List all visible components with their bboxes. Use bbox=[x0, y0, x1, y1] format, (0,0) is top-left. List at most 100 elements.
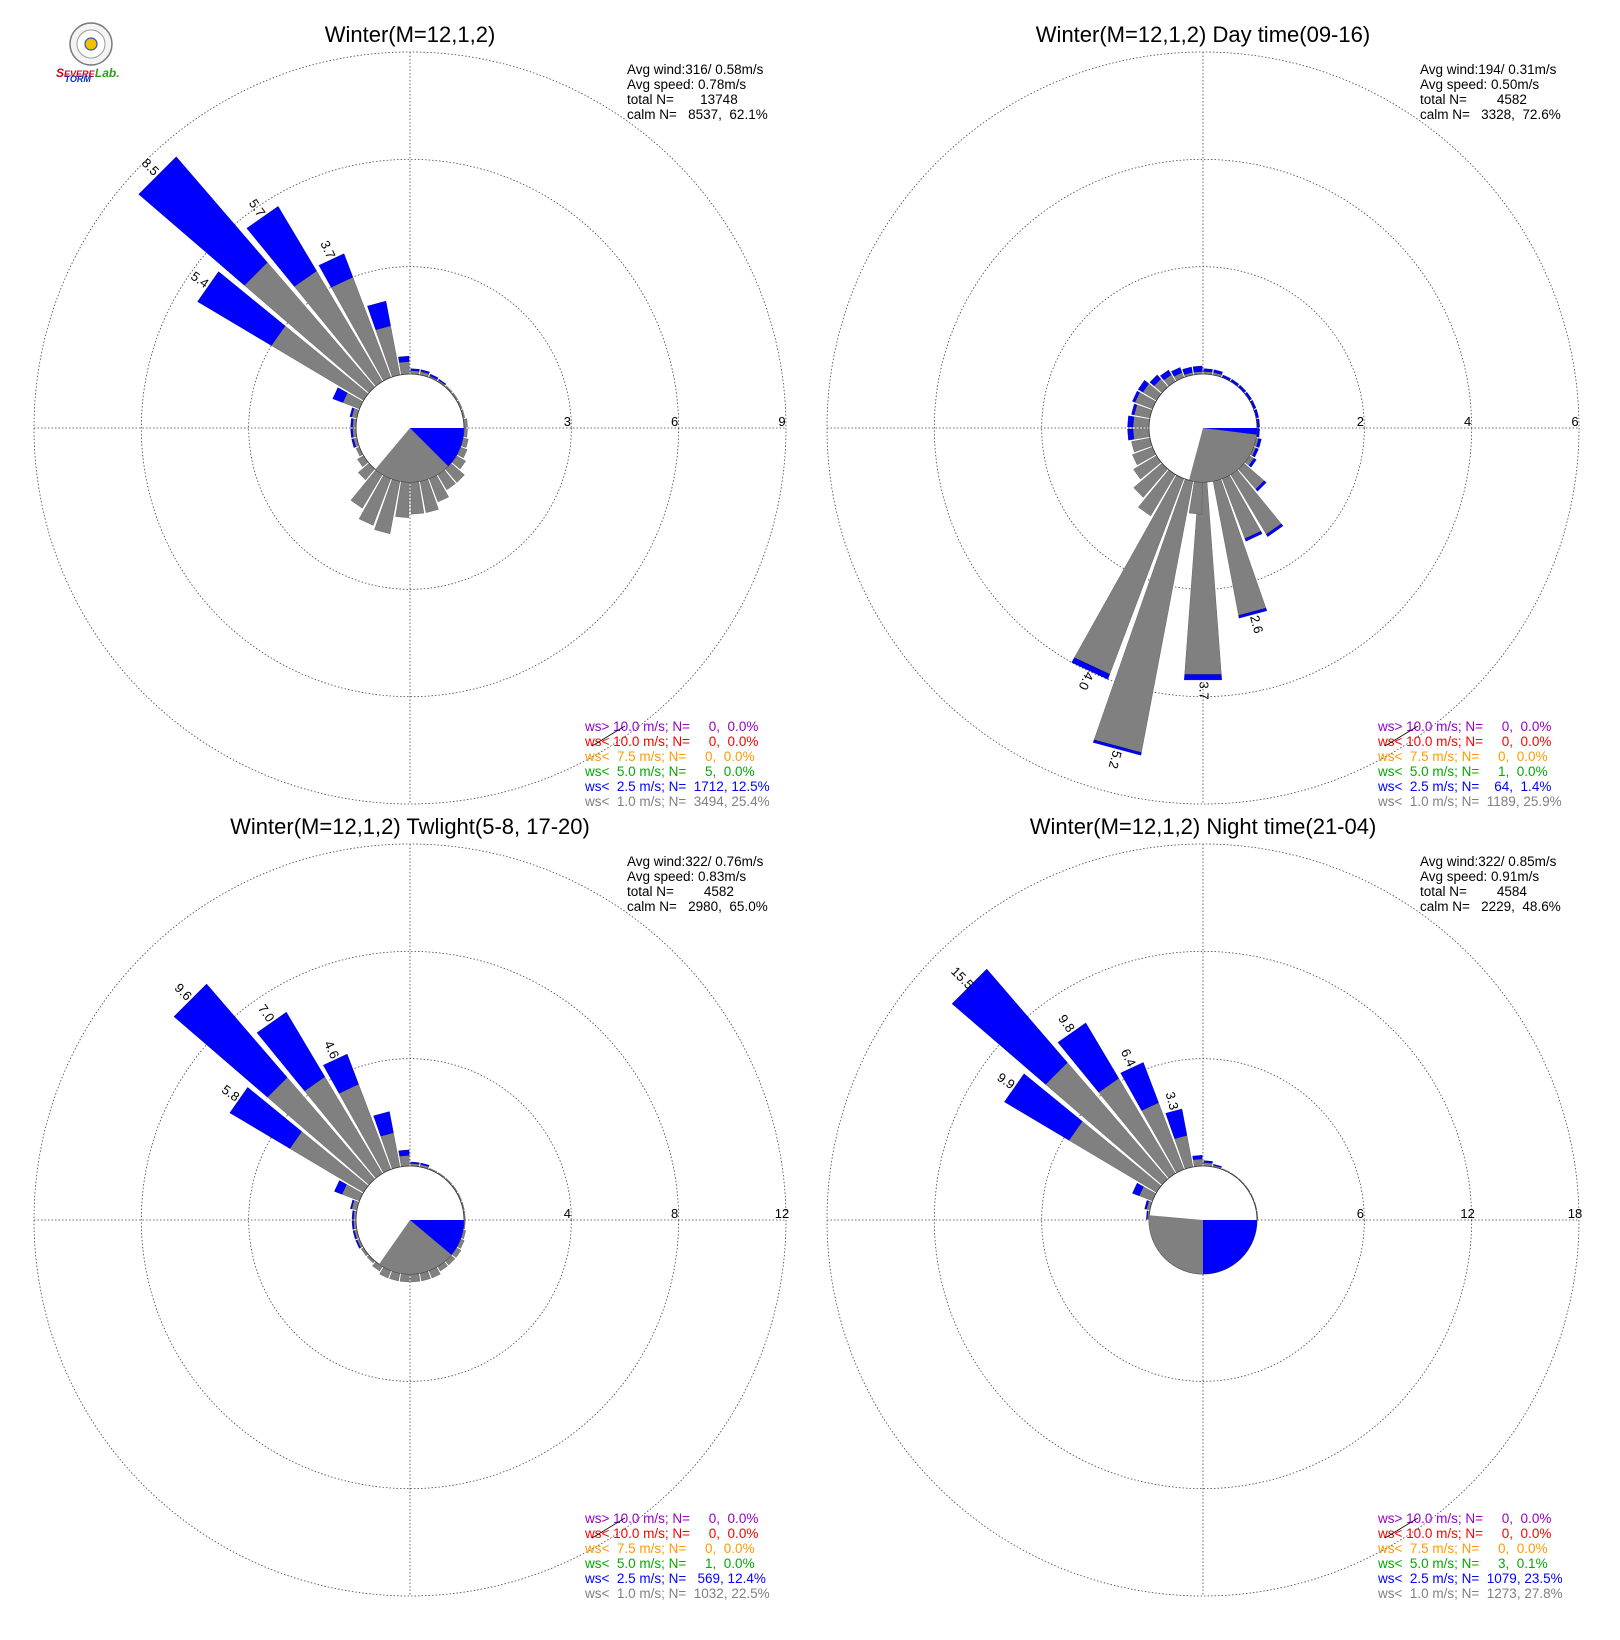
calm-pie-blue bbox=[410, 1220, 464, 1255]
bar-segment-blue bbox=[398, 355, 410, 363]
stats-line: Avg wind:322/ 0.85m/s bbox=[1420, 854, 1557, 869]
calm-pie-blue bbox=[410, 428, 464, 467]
stats-line: calm N= 2229, 48.6% bbox=[1420, 899, 1561, 914]
stats-line: Avg speed: 0.91m/s bbox=[1420, 869, 1539, 884]
bar-segment-gray bbox=[1192, 1158, 1203, 1167]
grid-ring bbox=[33, 51, 787, 805]
stats-line: total N= 4582 bbox=[627, 884, 734, 899]
bar-segment-blue bbox=[1120, 1062, 1159, 1111]
bar-segment-blue bbox=[355, 1239, 361, 1249]
chart-title: Winter(M=12,1,2) Day time(09-16) bbox=[1036, 22, 1370, 47]
logo-seal-star-icon bbox=[84, 37, 98, 51]
bar-segment-blue bbox=[398, 1149, 410, 1157]
tick-label: 4 bbox=[1464, 414, 1471, 429]
legend-entry: ws> 10.0 m/s; N= 0, 0.0% bbox=[1377, 719, 1551, 734]
legend-entry: ws< 2.5 m/s; N= 1079, 23.5% bbox=[1377, 1571, 1563, 1586]
bar-segment-blue bbox=[351, 438, 356, 448]
bar-segment-blue bbox=[420, 369, 430, 374]
legend-entry: ws< 1.0 m/s; N= 1032, 22.5% bbox=[584, 1586, 770, 1601]
legend-entry: ws< 10.0 m/s; N= 0, 0.0% bbox=[584, 1526, 758, 1541]
bar-segment-blue bbox=[1132, 390, 1140, 403]
bar-segment-blue bbox=[1057, 1022, 1119, 1093]
calm-pie-gray bbox=[1149, 1215, 1203, 1274]
windrose-panel-3: Winter(M=12,1,2) Twlight(5-8, 17-20) 4 8 12… bbox=[33, 814, 789, 1601]
bar-value-label: 6.4 bbox=[1118, 1046, 1139, 1069]
bar-segment-blue bbox=[229, 1087, 302, 1149]
bar-segment-blue bbox=[138, 156, 268, 286]
bar-segment-blue bbox=[1137, 379, 1149, 393]
bar-segment-blue bbox=[332, 387, 348, 403]
grid-ring bbox=[248, 266, 572, 590]
bar-segment-blue bbox=[318, 253, 354, 288]
legend-arrow-mark bbox=[591, 725, 626, 747]
bar-segment-blue bbox=[1213, 369, 1223, 375]
bar-segment-gray bbox=[1132, 416, 1150, 428]
bar-segment-blue bbox=[951, 968, 1068, 1085]
legend-arrow-mark bbox=[591, 1517, 626, 1539]
calm-pie-gray bbox=[1189, 428, 1257, 482]
tick-label: 12 bbox=[1460, 1206, 1474, 1221]
grid-ring bbox=[933, 158, 1473, 698]
bar-value-label: 3.7 bbox=[1197, 682, 1212, 700]
grid-ring bbox=[826, 843, 1580, 1597]
stats-line: calm N= 2980, 65.0% bbox=[627, 899, 768, 914]
grid-ring bbox=[933, 950, 1473, 1490]
stats-line: total N= 4584 bbox=[1420, 884, 1527, 899]
tick-label: 6 bbox=[1357, 1206, 1364, 1221]
tick-label: 12 bbox=[775, 1206, 789, 1221]
legend-entry: ws< 5.0 m/s; N= 1, 0.0% bbox=[584, 1556, 755, 1571]
bar-segment-blue bbox=[1004, 1073, 1083, 1141]
stats-line: total N= 13748 bbox=[627, 92, 738, 107]
bar-segment-gray bbox=[399, 361, 410, 375]
logo-text-part: EVERE bbox=[64, 69, 96, 79]
legend-arrow-mark bbox=[1384, 725, 1419, 747]
bar-segment-blue bbox=[1149, 374, 1162, 387]
chart-title: Winter(M=12,1,2) bbox=[325, 22, 496, 47]
bar-segment-blue bbox=[1071, 657, 1110, 680]
bar-segment-blue bbox=[350, 418, 354, 428]
chart-title: Winter(M=12,1,2) Twlight(5-8, 17-20) bbox=[230, 814, 590, 839]
bar-segment-blue bbox=[1248, 458, 1257, 468]
bar-segment-blue bbox=[351, 1220, 355, 1230]
bar-value-label: 4.6 bbox=[321, 1038, 342, 1061]
bar-segment-blue bbox=[1132, 1182, 1144, 1197]
bar-segment-blue bbox=[420, 1162, 430, 1167]
legend-entry: ws> 10.0 m/s; N= 0, 0.0% bbox=[584, 1511, 758, 1526]
bar-value-label: 2.6 bbox=[1247, 614, 1266, 635]
grid-ring bbox=[1041, 1058, 1365, 1382]
bar-segment-blue bbox=[350, 428, 354, 438]
legend-entry: ws> 10.0 m/s; N= 0, 0.0% bbox=[1377, 1511, 1551, 1526]
bar-segment-blue bbox=[410, 368, 420, 372]
bar-segment-blue bbox=[1244, 531, 1263, 542]
bar-segment-blue bbox=[410, 1161, 420, 1165]
bar-segment-blue bbox=[1203, 1160, 1213, 1164]
bar-segment-blue bbox=[173, 983, 288, 1098]
legend-entry: ws< 1.0 m/s; N= 3494, 25.4% bbox=[584, 794, 770, 809]
bar-segment-gray bbox=[1132, 428, 1150, 440]
legend-entry: ws< 10.0 m/s; N= 0, 0.0% bbox=[1377, 1526, 1551, 1541]
bar-segment-blue bbox=[256, 1011, 326, 1092]
calm-pie-blue bbox=[1203, 1220, 1257, 1274]
stats-line: Avg speed: 0.50m/s bbox=[1420, 77, 1539, 92]
bar-value-label: 5.2 bbox=[1106, 749, 1125, 770]
bar-segment-gray bbox=[399, 1273, 410, 1283]
stats-line: Avg wind:194/ 0.31m/s bbox=[1420, 62, 1557, 77]
stats-line: Avg wind:322/ 0.76m/s bbox=[627, 854, 764, 869]
legend-entry: ws< 2.5 m/s; N= 569, 12.4% bbox=[584, 1571, 766, 1586]
bar-segment-blue bbox=[1146, 1210, 1149, 1220]
grid-ring bbox=[140, 158, 680, 698]
legend-entry: ws< 2.5 m/s; N= 1712, 12.5% bbox=[584, 779, 770, 794]
bar-segment-blue bbox=[1127, 428, 1135, 441]
bar-segment-blue bbox=[1213, 1164, 1222, 1168]
bar-segment-blue bbox=[350, 1199, 355, 1210]
bar-value-label: 3.7 bbox=[317, 238, 338, 261]
bar-segment-blue bbox=[1192, 365, 1203, 373]
legend-arrow-mark bbox=[1384, 1517, 1419, 1539]
bar-segment-blue bbox=[1184, 674, 1222, 681]
legend-entry: ws> 10.0 m/s; N= 0, 0.0% bbox=[584, 719, 758, 734]
bar-segment-blue bbox=[1182, 366, 1193, 375]
bar-segment-blue bbox=[1192, 1155, 1203, 1160]
bar-segment-blue bbox=[323, 1053, 359, 1094]
bar-segment-blue bbox=[367, 300, 391, 330]
